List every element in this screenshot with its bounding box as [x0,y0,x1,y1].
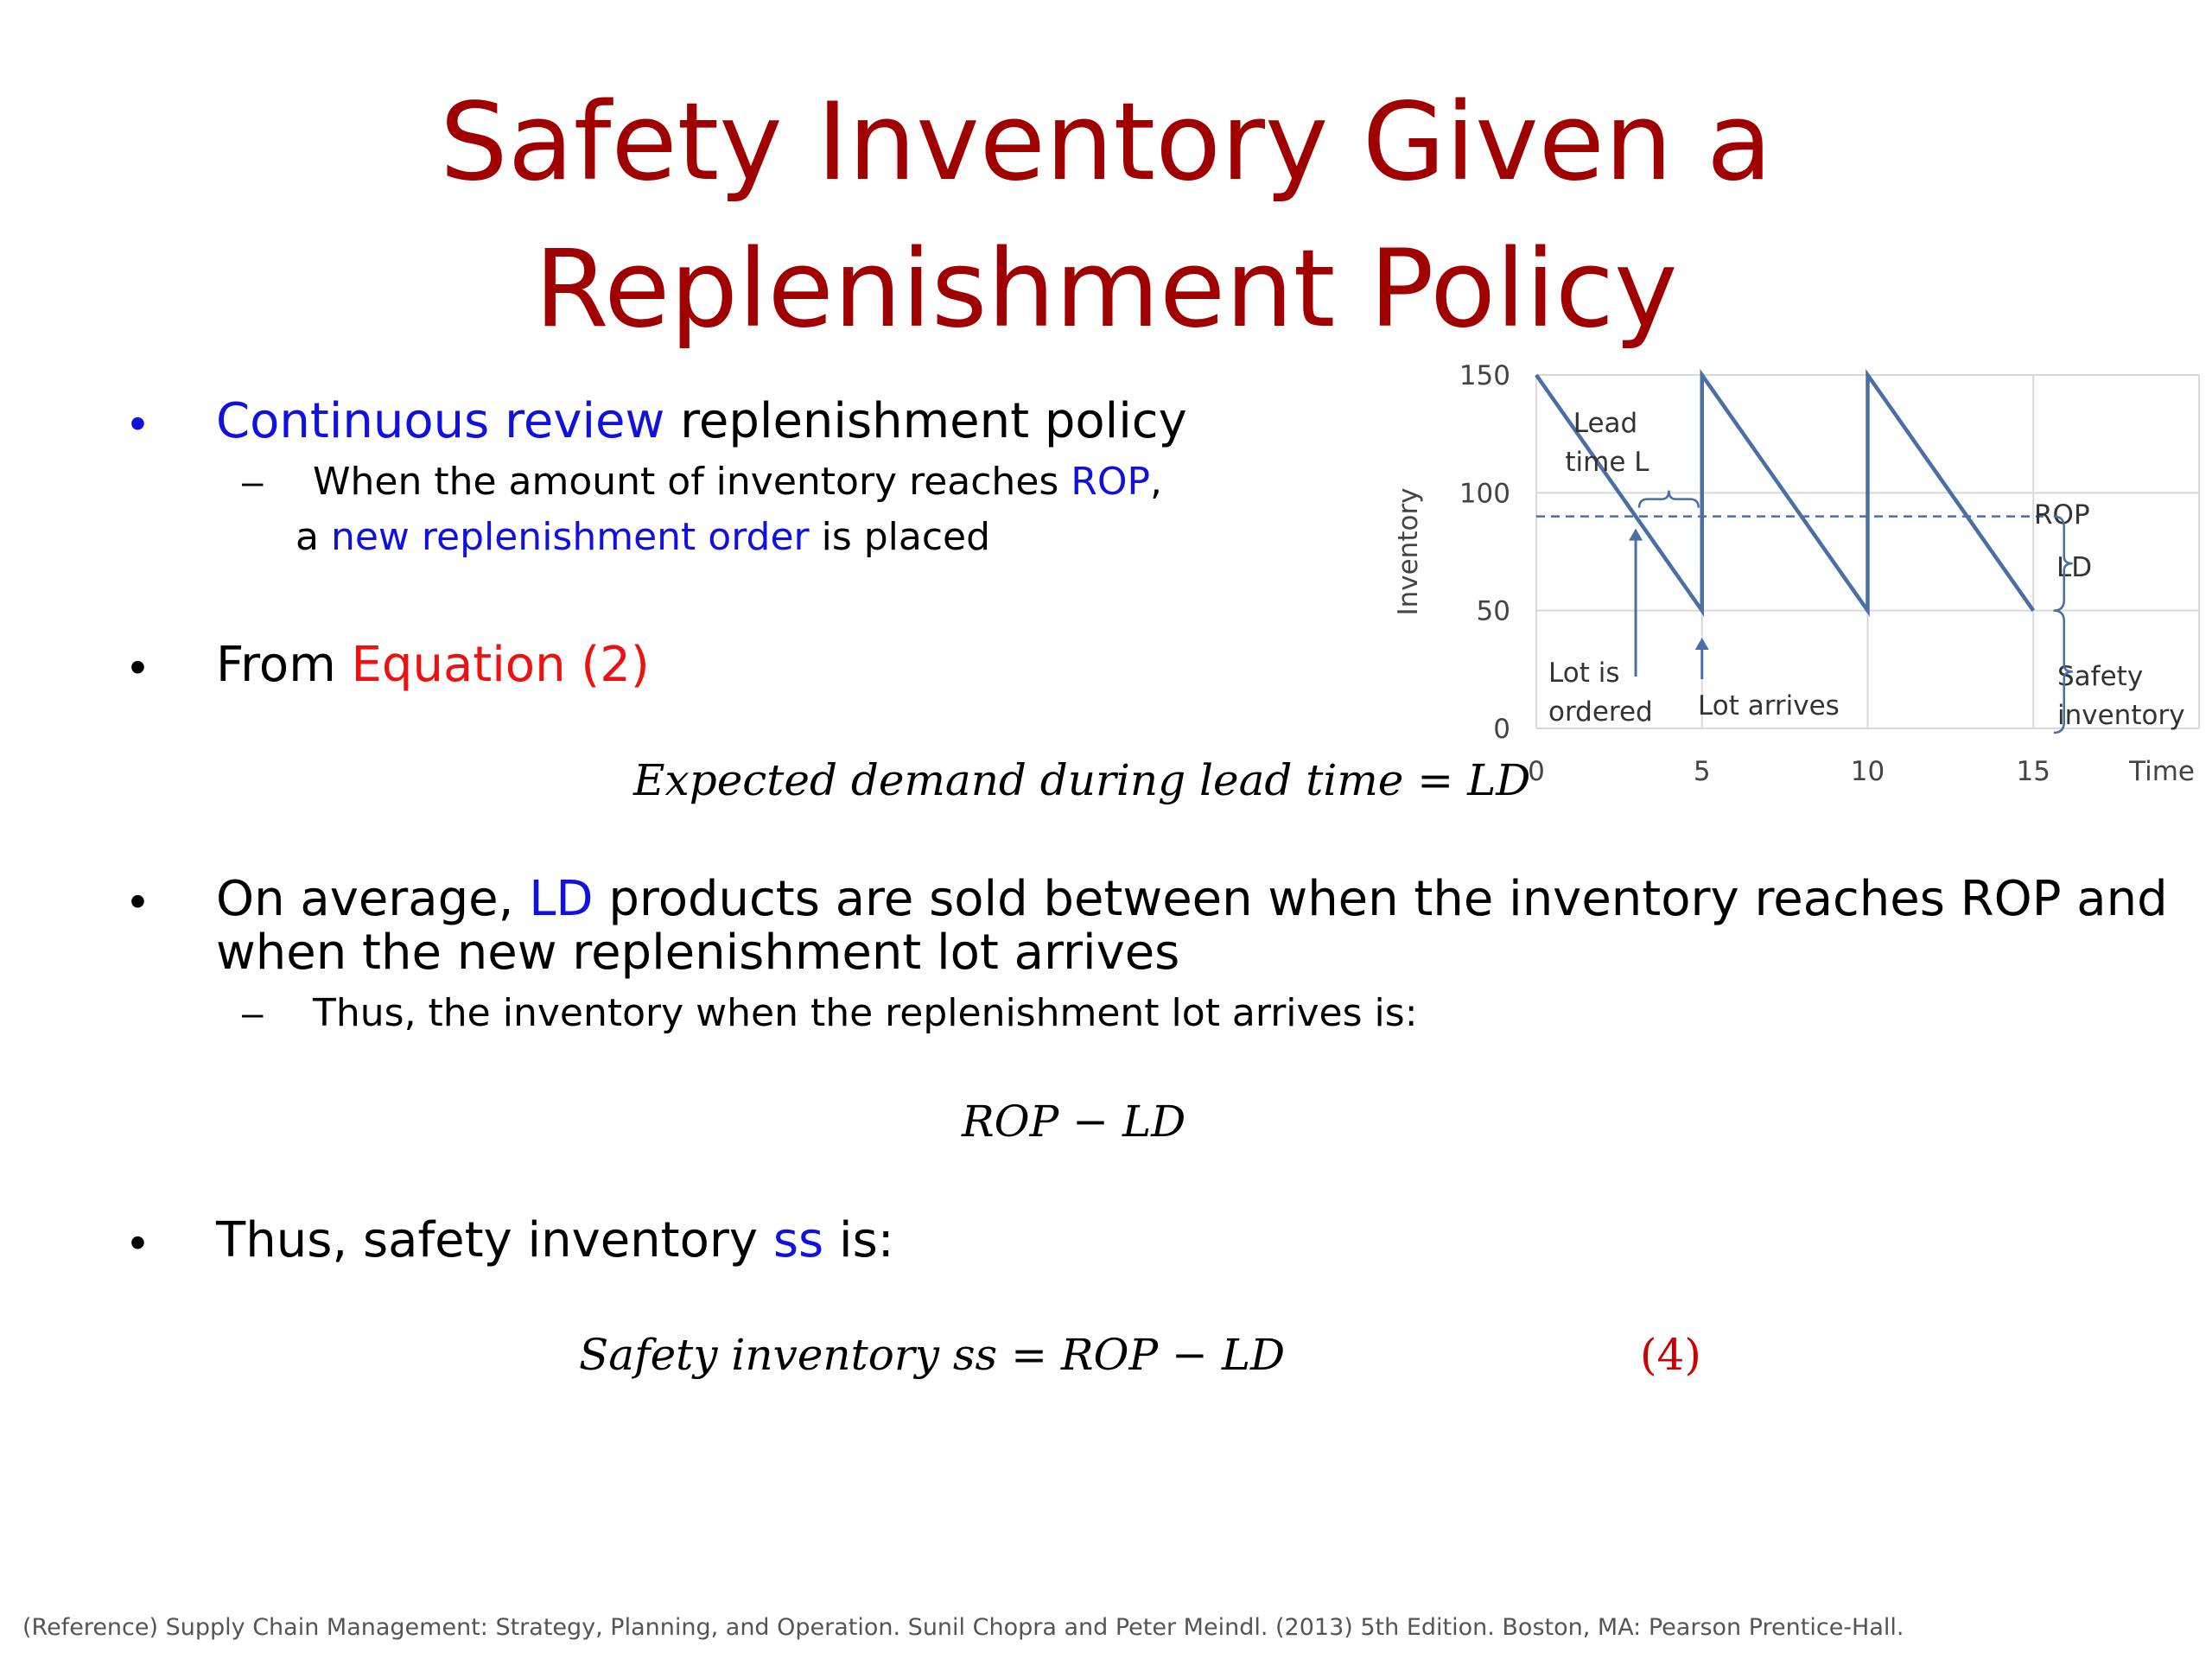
bullet-on-average-line-2: when the new replenishment lot arrives [216,925,1180,981]
chart-annotations: Lead time L ROP LD Safety inventory Lot … [1548,408,2185,734]
sub-bullet-dash: – [242,461,264,503]
y-tick-label: 0 [1493,714,1510,745]
highlight-equation-2: Equation (2) [351,637,650,693]
bullet-text: Thus, safety inventory [216,1212,773,1268]
sub-bullet-dash: – [242,992,264,1034]
equation-rop-minus-ld: ROP − LD [962,1096,1186,1147]
x-tick-label: 15 [2017,756,2050,787]
x-axis-title: Time [2128,756,2195,787]
bullet-on-average: On average, LD products are sold between… [216,872,2168,927]
sub-bullet-rop-line-2: a new replenishment order is placed [296,513,990,562]
bullet-marker: • [130,397,146,449]
series-inventory-line [1535,368,2036,617]
annotation-ordered: ordered [1548,696,1653,728]
bullet-text: is: [823,1212,894,1268]
ld-brace [2053,515,2073,612]
annotation-rop: ROP [2034,499,2090,531]
bullet-continuous-review: Continuous review replenishment policy [216,394,1187,449]
highlight-continuous-review: Continuous review [216,393,665,449]
sub-bullet-text: a [296,515,331,559]
annotation-lead: Lead [1573,408,1637,439]
highlight-ss: ss [772,1212,824,1268]
safety-inventory-brace [2053,609,2073,734]
equation-number: (4) [1640,1330,1701,1380]
y-tick-label: 50 [1477,596,1510,627]
equation-expected-demand: Expected demand during lead time = LD [633,755,1531,805]
y-tick-label: 100 [1459,478,1510,509]
bullet-text: replenishment policy [664,393,1187,449]
highlight-rop: ROP [1071,460,1151,504]
y-tick-label: 150 [1459,360,1510,391]
bullet-from-equation: From Equation (2) [216,638,650,693]
x-tick-label: 10 [1851,756,1885,787]
chart-series [1535,368,2044,617]
highlight-ld: LD [529,871,594,927]
arrow-lot-ordered-head [1629,528,1643,541]
reference-footnote: (Reference) Supply Chain Management: Str… [22,1614,1904,1641]
bullet-text: On average, [216,871,530,927]
inventory-sawtooth-chart: 0 50 100 150 0 5 10 15 Time Inventory Lead time L… [1393,360,2200,787]
sub-bullet-text: is placed [809,515,991,559]
sub-bullet-text: , [1150,460,1163,504]
annotation-lot-arrives: Lot arrives [1698,690,1840,721]
annotation-ld: LD [2056,552,2092,583]
annotation-inventory: inventory [2057,700,2185,731]
bullet-safety-inventory: Thus, safety inventory ss is: [216,1213,894,1268]
slide-title-line-2: Replenishment Policy [534,227,1678,352]
arrow-lot-arrives-head [1694,638,1709,650]
bullet-text: From [216,637,352,693]
y-axis-title: Inventory [1393,487,1424,615]
x-tick-label: 5 [1694,756,1711,787]
bullet-marker: • [130,1217,146,1268]
bullet-marker: • [130,875,146,927]
sub-bullet-rop: When the amount of inventory reaches ROP… [313,458,1162,506]
chart-axes: 0 50 100 150 0 5 10 15 Time Inventory [1393,360,2195,787]
highlight-new-replenishment-order: new replenishment order [330,515,810,559]
bullet-marker: • [130,641,146,693]
bullet-text: products are sold between when the inven… [593,871,2168,927]
annotation-lot-is: Lot is [1548,658,1619,689]
annotation-safety: Safety [2057,661,2143,692]
sub-bullet-inventory-arrives: Thus, the inventory when the replenishme… [313,991,1418,1035]
sub-bullet-text: When the amount of inventory reaches [313,460,1071,504]
annotation-time-l: time L [1565,447,1649,478]
x-tick-label: 0 [1528,756,1545,787]
equation-safety-inventory: Safety inventory ss = ROP − LD [579,1330,1286,1380]
slide-title-line-1: Safety Inventory Given a [440,80,1772,205]
